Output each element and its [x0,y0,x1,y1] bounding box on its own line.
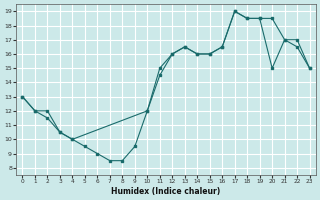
X-axis label: Humidex (Indice chaleur): Humidex (Indice chaleur) [111,187,221,196]
